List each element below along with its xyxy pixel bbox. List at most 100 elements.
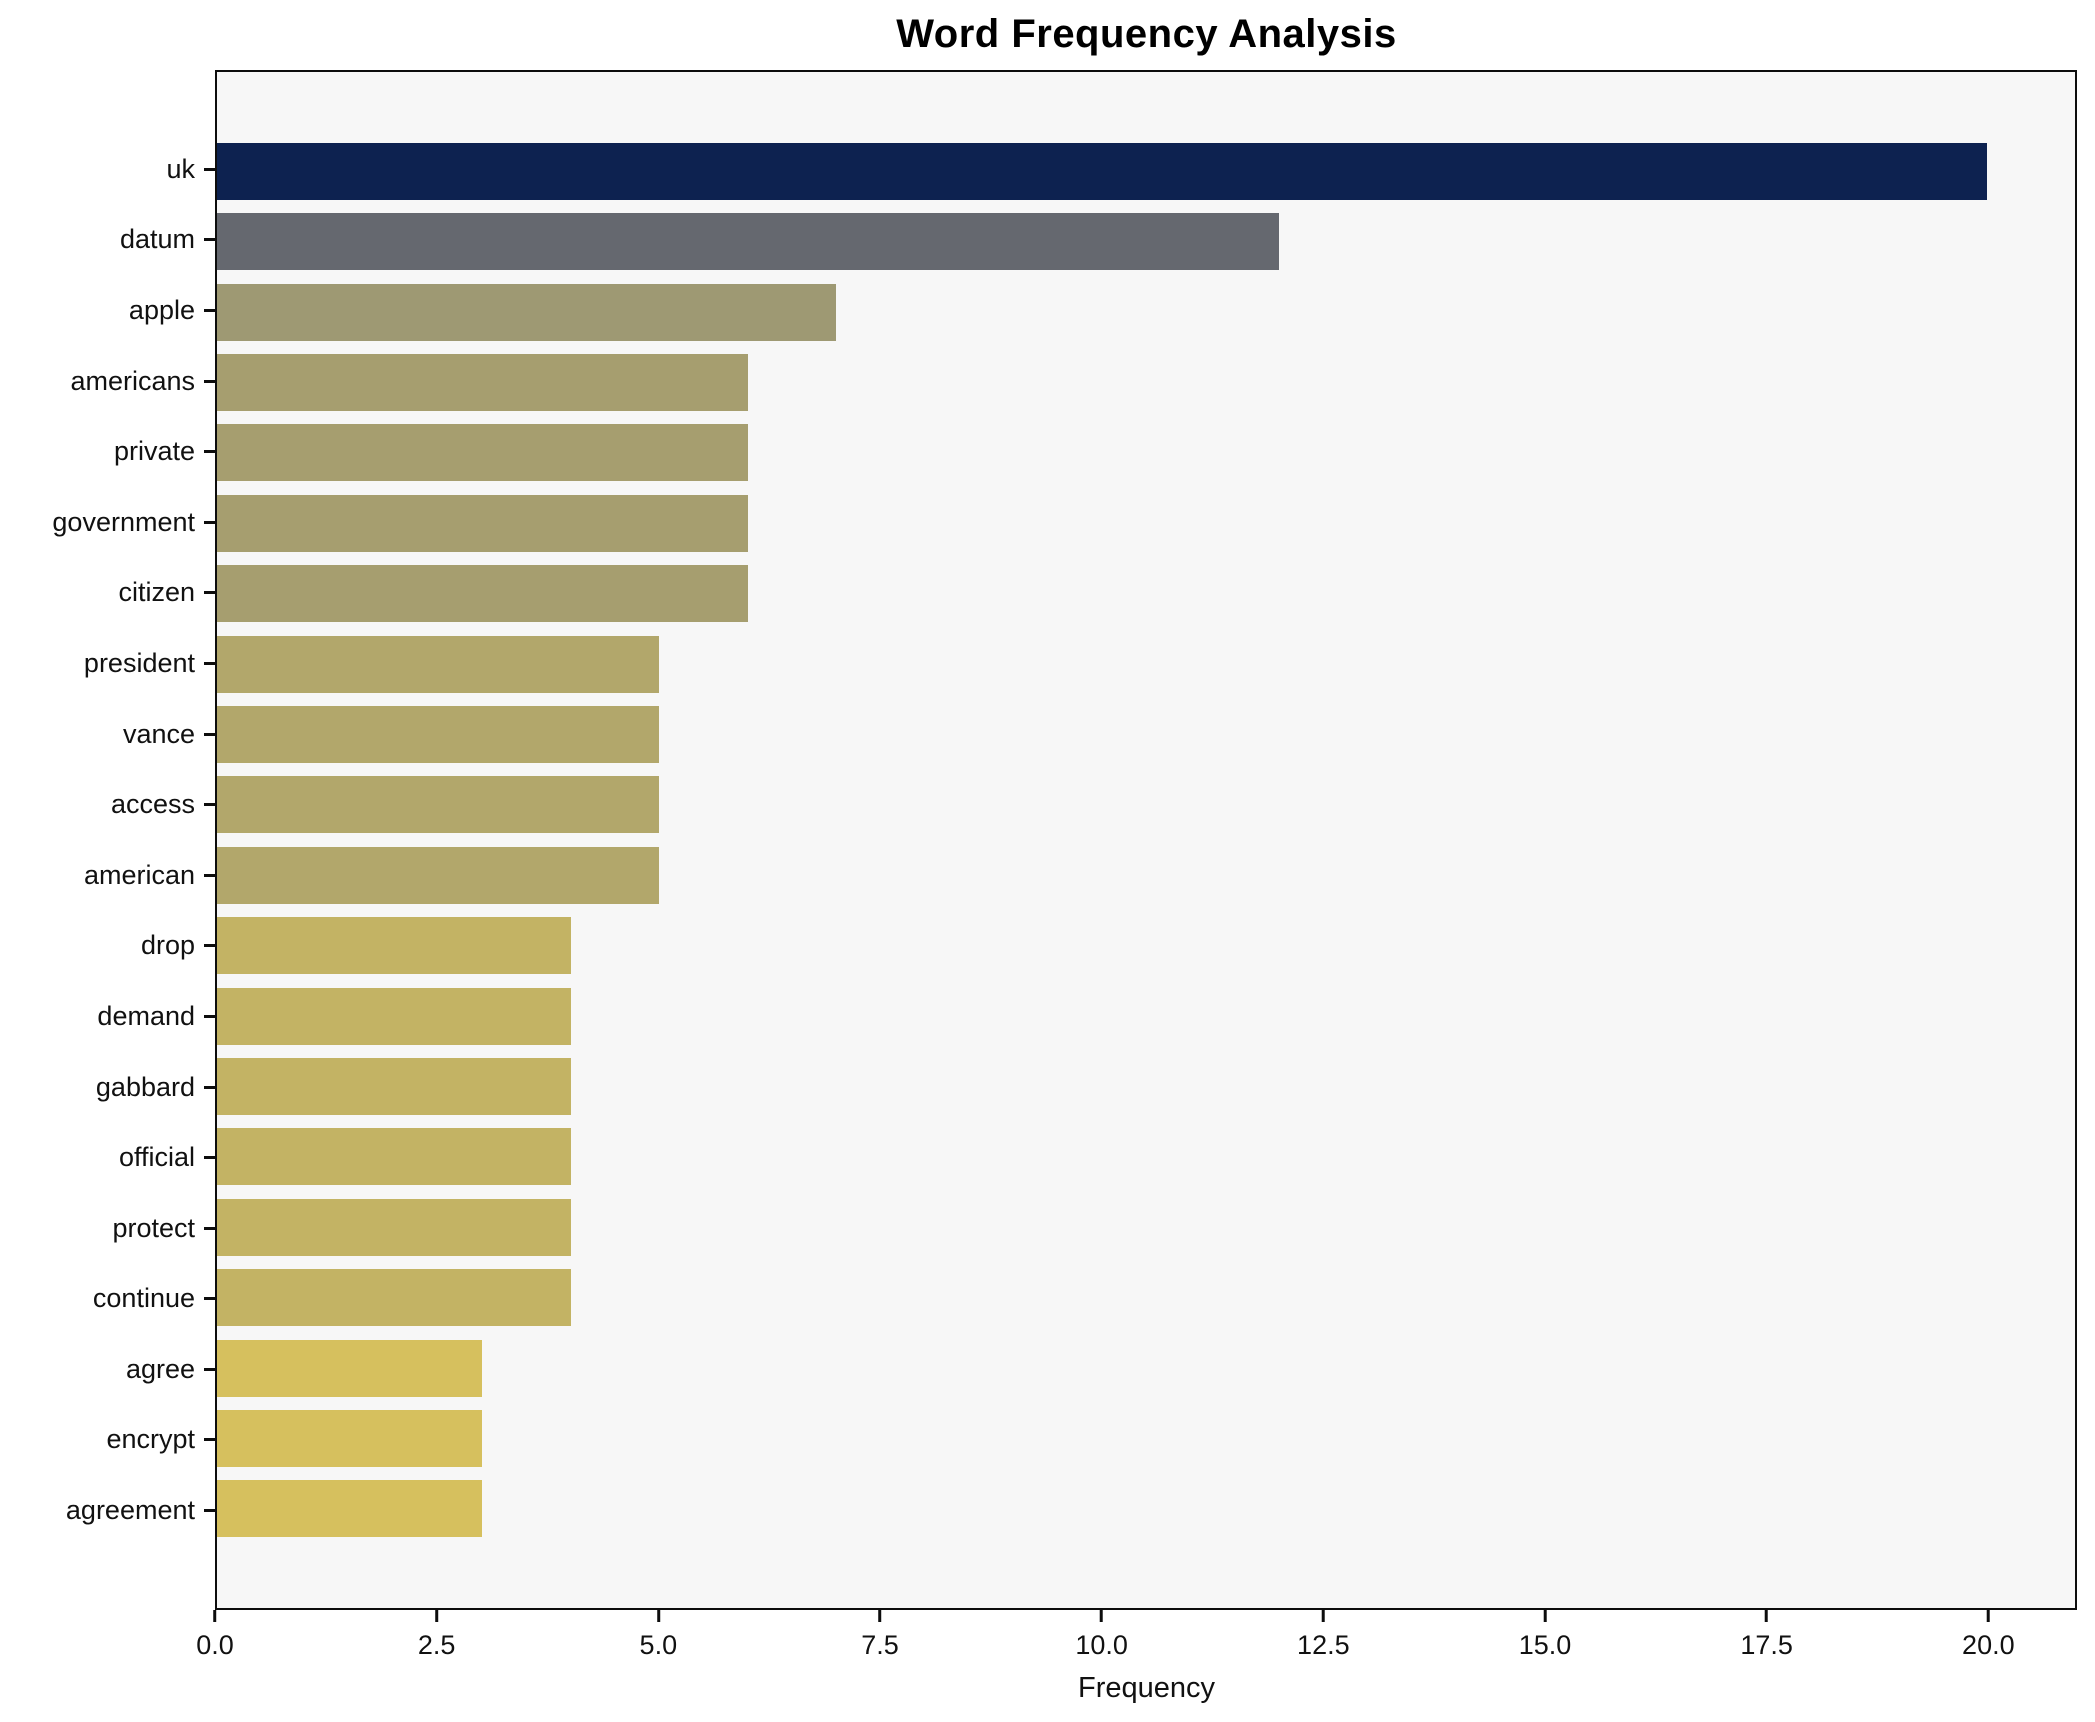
bar-government xyxy=(217,494,748,552)
y-label-official: official xyxy=(118,1142,195,1173)
bar-row xyxy=(217,488,2075,558)
y-label-uk: uk xyxy=(166,153,195,184)
y-label-row: american xyxy=(0,840,215,911)
bar-datum xyxy=(217,213,1279,271)
bar-gabbard xyxy=(217,1057,571,1115)
x-tick-label: 15.0 xyxy=(1518,1630,1572,1660)
y-label-president: president xyxy=(83,647,195,678)
y-label-row: encrypt xyxy=(0,1405,215,1476)
bar-row xyxy=(217,1403,2075,1473)
y-label-row: private xyxy=(0,416,215,487)
y-tick-mark xyxy=(204,591,215,595)
x-tick-mark xyxy=(1765,1610,1769,1622)
y-label-drop: drop xyxy=(140,930,195,961)
bar-row xyxy=(217,629,2075,699)
bar-row xyxy=(217,981,2075,1051)
x-tick-label: 12.5 xyxy=(1297,1630,1350,1660)
y-axis-labels: uk datum apple americans private government ci… xyxy=(0,70,215,1610)
x-axis-ticks: 0.0 2.5 5.0 7.5 10.0 12.5 15.0 17.5 20.0 xyxy=(196,1610,2077,1680)
y-label-row: protect xyxy=(0,1193,215,1264)
y-label-row: president xyxy=(0,628,215,699)
x-tick-label: 10.0 xyxy=(1075,1630,1128,1660)
y-label-agree: agree xyxy=(125,1353,195,1384)
y-label-americans: americans xyxy=(70,365,195,396)
bar-row xyxy=(217,1192,2075,1262)
y-tick-mark xyxy=(204,379,215,383)
y-tick-mark xyxy=(204,803,215,807)
bar-row xyxy=(217,136,2075,206)
x-tick-mark xyxy=(1321,1610,1325,1622)
x-tick-label: 17.5 xyxy=(1740,1630,1793,1660)
bar-president xyxy=(217,635,660,693)
y-label-apple: apple xyxy=(128,294,195,325)
x-tick-label: 20.0 xyxy=(1962,1630,2015,1660)
bar-row xyxy=(217,699,2075,769)
y-label-continue: continue xyxy=(92,1283,195,1314)
y-label-row: apple xyxy=(0,275,215,346)
bars-area xyxy=(217,72,2075,1608)
x-tick-0: 0.0 xyxy=(196,1610,234,1661)
y-tick-mark xyxy=(204,661,215,665)
y-label-row: americans xyxy=(0,346,215,417)
x-tick-12.5: 12.5 xyxy=(1297,1610,1350,1661)
bar-uk xyxy=(217,142,1987,200)
bar-row xyxy=(217,1263,2075,1333)
bar-row xyxy=(217,418,2075,488)
bar-row xyxy=(217,206,2075,276)
bar-agreement xyxy=(217,1480,483,1538)
x-tick-20: 20.0 xyxy=(1962,1610,2015,1661)
y-label-government: government xyxy=(52,506,195,537)
bar-protect xyxy=(217,1198,571,1256)
y-tick-mark xyxy=(204,450,215,454)
bar-vance xyxy=(217,705,660,763)
x-axis-label: Frequency xyxy=(1077,1672,1215,1704)
bar-american xyxy=(217,846,660,904)
y-label-row: access xyxy=(0,769,215,840)
y-tick-mark xyxy=(204,1297,215,1301)
x-tick-label: 5.0 xyxy=(639,1630,678,1660)
bar-row xyxy=(217,277,2075,347)
y-tick-mark xyxy=(204,308,215,312)
bar-access xyxy=(217,776,660,834)
x-tick-mark xyxy=(1100,1610,1104,1622)
y-label-datum: datum xyxy=(119,224,195,255)
x-tick-mark xyxy=(656,1610,660,1622)
bar-row xyxy=(217,840,2075,910)
bar-row xyxy=(217,910,2075,980)
chart-title: Word Frequency Analysis xyxy=(896,12,1397,56)
x-tick-10: 10.0 xyxy=(1075,1610,1128,1661)
x-tick-2.5: 2.5 xyxy=(418,1610,455,1661)
y-label-row: government xyxy=(0,487,215,558)
bar-row xyxy=(217,1051,2075,1121)
y-label-encrypt: encrypt xyxy=(106,1424,195,1455)
x-tick-17.5: 17.5 xyxy=(1740,1610,1793,1661)
bar-private xyxy=(217,424,748,482)
y-label-row: official xyxy=(0,1122,215,1193)
bar-apple xyxy=(217,283,837,341)
y-label-access: access xyxy=(110,789,195,820)
y-tick-mark xyxy=(204,1014,215,1018)
y-tick-mark xyxy=(204,1156,215,1160)
x-tick-mark xyxy=(213,1610,217,1622)
bar-demand xyxy=(217,987,571,1045)
y-label-protect: protect xyxy=(112,1212,195,1243)
x-tick-label: 0.0 xyxy=(196,1630,234,1660)
plot-area xyxy=(215,70,2077,1610)
y-label-row: demand xyxy=(0,981,215,1052)
y-tick-mark xyxy=(204,1367,215,1371)
bar-drop xyxy=(217,917,571,975)
bar-continue xyxy=(217,1269,571,1327)
x-tick-5: 5.0 xyxy=(639,1610,678,1661)
bar-row xyxy=(217,558,2075,628)
y-label-vance: vance xyxy=(122,718,195,749)
y-label-gabbard: gabbard xyxy=(95,1071,195,1102)
y-label-row: citizen xyxy=(0,558,215,629)
x-tick-7.5: 7.5 xyxy=(861,1610,899,1661)
y-tick-mark xyxy=(204,1509,215,1513)
bar-row xyxy=(217,347,2075,417)
bar-americans xyxy=(217,353,748,411)
y-tick-mark xyxy=(204,873,215,877)
bar-row xyxy=(217,1122,2075,1192)
bar-row xyxy=(217,1333,2075,1403)
